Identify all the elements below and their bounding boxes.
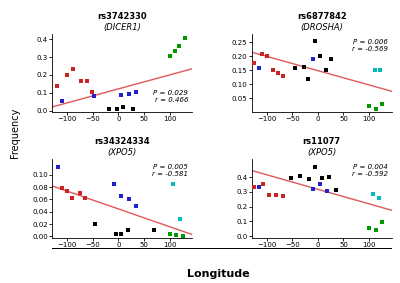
Point [84, 79, 90, 83]
Point [106, 106, 112, 111]
Point [133, 203, 140, 208]
Point [111, 182, 118, 186]
Point [324, 189, 330, 193]
Point [126, 197, 132, 202]
Point [70, 67, 77, 71]
Point [372, 228, 379, 232]
Point [91, 94, 97, 98]
Text: P = 0.004
r = -0.592: P = 0.004 r = -0.592 [352, 164, 388, 177]
Point [273, 192, 279, 197]
Point [251, 185, 257, 189]
Point [59, 98, 66, 103]
Point [119, 105, 126, 109]
Point [370, 191, 376, 196]
Point [133, 90, 140, 94]
Point [251, 60, 257, 65]
Text: (DICER1): (DICER1) [103, 23, 141, 32]
Point [256, 185, 262, 190]
Point [76, 191, 83, 196]
Point [288, 175, 294, 180]
Point [114, 106, 120, 111]
Point [166, 54, 173, 59]
Text: Frequency: Frequency [10, 108, 20, 158]
Point [260, 181, 266, 186]
Point [176, 217, 183, 222]
Point [310, 57, 316, 61]
Point [118, 194, 124, 199]
Point [319, 175, 325, 180]
Point [118, 232, 125, 236]
Point [328, 57, 334, 61]
Point [64, 73, 70, 77]
Point [280, 193, 286, 198]
Point [333, 187, 339, 192]
Point [379, 102, 386, 106]
Point [379, 220, 386, 224]
Point [306, 176, 312, 181]
Point [130, 106, 136, 111]
Point [176, 44, 182, 49]
Point [297, 174, 303, 179]
Point [372, 68, 378, 72]
Point [172, 49, 178, 53]
Point [304, 76, 311, 81]
Text: rs6877842: rs6877842 [297, 12, 347, 21]
Text: P = 0.029
r = 0.466: P = 0.029 r = 0.466 [154, 90, 188, 103]
Point [170, 182, 176, 186]
Text: P = 0.006
r = -0.569: P = 0.006 r = -0.569 [352, 39, 388, 52]
Point [258, 51, 265, 56]
Text: (DROSHA): (DROSHA) [300, 23, 343, 32]
Point [322, 68, 329, 72]
Point [55, 165, 61, 170]
Point [92, 222, 99, 226]
Point [166, 232, 173, 236]
Text: (XPO5): (XPO5) [108, 148, 137, 157]
Text: rs11077: rs11077 [303, 137, 341, 146]
Point [170, 91, 177, 95]
Point [292, 66, 298, 70]
Point [275, 71, 281, 75]
Point [366, 226, 372, 230]
Point [266, 192, 272, 197]
Point [118, 93, 125, 98]
Text: (XPO5): (XPO5) [307, 148, 336, 157]
Point [78, 79, 84, 83]
Point [326, 175, 332, 179]
Point [151, 228, 157, 233]
Point [366, 104, 372, 108]
Point [372, 107, 379, 111]
Point [59, 186, 66, 191]
Point [312, 165, 318, 170]
Point [126, 91, 132, 96]
Text: rs34324334: rs34324334 [94, 137, 150, 146]
Point [376, 196, 382, 200]
Point [64, 189, 70, 194]
Point [264, 54, 270, 59]
Point [256, 65, 262, 70]
Point [69, 195, 76, 200]
Point [180, 233, 186, 238]
Point [82, 195, 88, 200]
Point [89, 90, 95, 94]
Point [173, 233, 179, 237]
Point [176, 91, 183, 95]
Point [310, 187, 316, 191]
Point [280, 74, 286, 78]
Point [113, 232, 119, 236]
Point [182, 36, 188, 41]
Text: P = 0.005
r = -0.581: P = 0.005 r = -0.581 [152, 164, 188, 177]
Point [54, 83, 60, 88]
Text: rs3742330: rs3742330 [98, 12, 147, 21]
Point [317, 54, 324, 59]
Point [312, 39, 318, 43]
Text: Longitude: Longitude [187, 269, 249, 279]
Point [377, 68, 384, 72]
Point [300, 65, 307, 69]
Point [317, 182, 324, 187]
Point [270, 68, 276, 72]
Point [124, 228, 131, 233]
